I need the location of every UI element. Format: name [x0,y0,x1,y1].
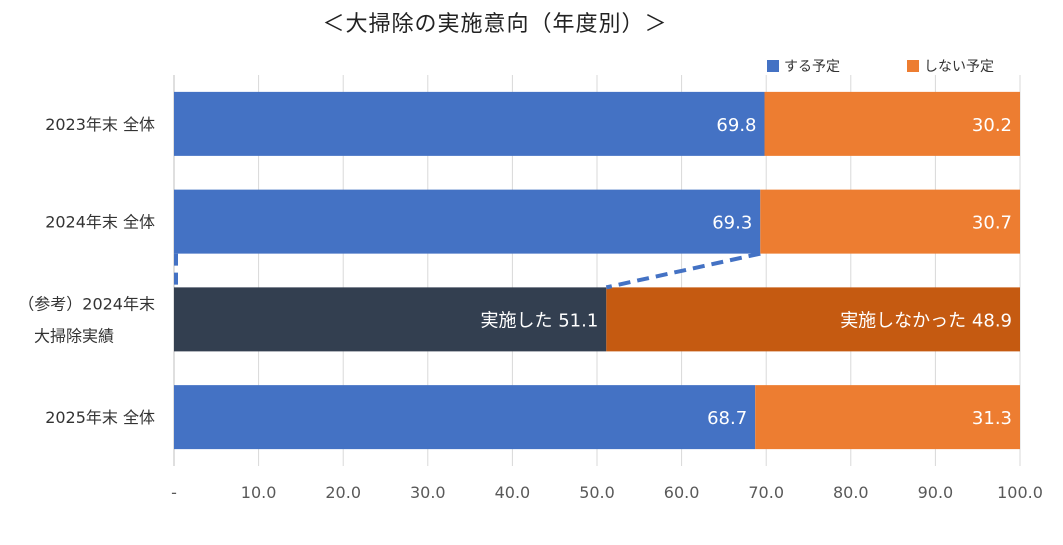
x-tick-label: 40.0 [495,483,531,502]
x-tick-label: - [171,483,177,502]
x-tick-label: 90.0 [918,483,954,502]
legend-item-not-planned: しない予定 [907,56,994,76]
bar-segment [174,287,607,352]
bar-segment [755,385,1020,450]
x-tick-label: 20.0 [325,483,361,502]
x-tick-label: 80.0 [833,483,869,502]
bar-segment [174,189,761,254]
x-tick-label: 70.0 [748,483,784,502]
category-label: 2024年末 全体 [45,213,155,232]
x-tick-label: 60.0 [664,483,700,502]
data-label: 30.7 [972,213,1012,234]
chart-title: ＜大掃除の実施意向（年度別）＞ [322,12,668,37]
x-tick-label: 30.0 [410,483,446,502]
x-tick-label: 50.0 [579,483,615,502]
category-label: 大掃除実績 [34,326,114,345]
data-label: 実施した 51.1 [480,310,598,331]
legend-label-not-planned: しない予定 [924,59,994,75]
data-label: 31.3 [972,408,1012,429]
category-label: （参考）2024年末 [18,294,155,313]
category-label: 2023年末 全体 [45,115,155,134]
data-label: 30.2 [972,115,1012,136]
legend-swatch-not-planned [907,60,919,72]
bar-segment [174,91,765,156]
bar-segment [174,385,756,450]
data-label: 実施しなかった 48.9 [840,310,1012,331]
legend-swatch-planned [767,60,779,72]
callout-dashed-line [605,251,761,290]
bar-segment [760,189,1020,254]
bar-segment [764,91,1020,156]
bar-segment [606,287,1020,352]
x-tick-label: 10.0 [241,483,277,502]
data-label: 68.7 [707,408,747,429]
data-label: 69.3 [712,213,752,234]
legend-item-planned: する予定 [767,56,840,76]
category-label: 2025年末 全体 [45,408,155,427]
x-tick-label: 100.0 [997,483,1043,502]
legend-label-planned: する予定 [784,59,840,75]
data-label: 69.8 [716,115,756,136]
